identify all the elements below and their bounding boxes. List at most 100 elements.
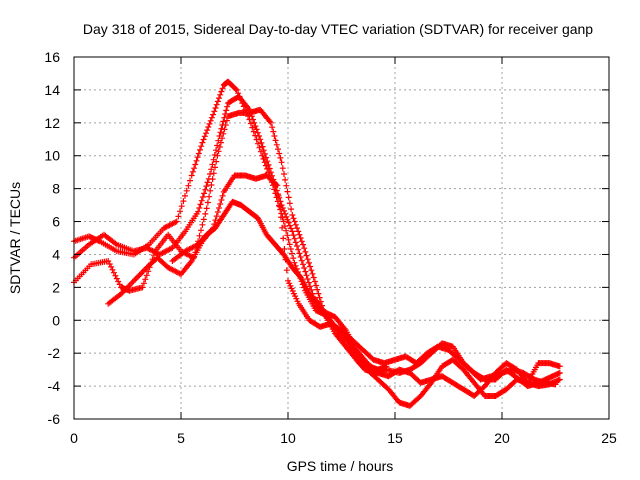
x-tick-label: 5 (177, 430, 185, 446)
data-point-marker (282, 210, 289, 217)
y-tick-label: -4 (48, 378, 61, 394)
y-tick-label: -2 (48, 345, 61, 361)
data-point-marker (281, 246, 288, 252)
data-point-marker (218, 88, 225, 95)
data-point-marker (289, 228, 296, 235)
data-point-marker (253, 126, 260, 133)
data-point-marker (173, 218, 180, 225)
data-point-marker (295, 228, 302, 235)
data-point-marker (281, 207, 287, 214)
data-point-marker (203, 130, 209, 137)
data-point-marker (284, 216, 291, 223)
data-point-marker (256, 144, 263, 151)
data-point-marker (556, 363, 563, 370)
data-point-marker (207, 117, 214, 124)
data-point-marker (197, 201, 204, 208)
data-point-marker (192, 161, 199, 168)
data-point-marker (198, 197, 205, 204)
data-point-marker (219, 85, 226, 92)
plot-frame (73, 56, 610, 420)
data-point-marker (301, 265, 308, 271)
data-point-marker (211, 108, 218, 115)
data-point-marker (284, 188, 291, 195)
data-point-marker (309, 270, 316, 277)
data-point-marker (261, 150, 268, 157)
data-point-marker (260, 147, 267, 154)
data-point-marker (276, 150, 283, 157)
data-point-marker (254, 129, 261, 136)
data-point-marker (316, 294, 323, 301)
data-point-marker (143, 272, 150, 279)
data-point-marker (303, 252, 310, 259)
data-point-marker (280, 218, 287, 225)
data-point-marker (294, 243, 300, 249)
data-point-marker (180, 198, 187, 205)
y-axis-label: SDTVAR / TECUs (7, 182, 23, 294)
data-point-marker (202, 186, 209, 193)
data-point-marker (288, 225, 295, 232)
data-point-marker (251, 119, 258, 126)
data-point-marker (204, 179, 211, 186)
data-point-marker (199, 194, 206, 200)
data-point-marker (274, 182, 281, 189)
data-point-marker (216, 205, 222, 211)
data-point-marker (208, 114, 215, 121)
data-point-marker (233, 86, 240, 93)
data-point-marker (213, 213, 220, 220)
data-point-marker (283, 267, 290, 274)
y-tick-label: 4 (52, 246, 60, 262)
data-point-marker (217, 91, 224, 98)
data-point-marker (197, 146, 203, 153)
data-point-marker (313, 282, 320, 289)
data-point-marker (265, 161, 272, 168)
data-point-marker (286, 200, 293, 207)
data-point-marker (220, 130, 227, 137)
series-track-4 (105, 172, 559, 388)
data-point-marker (201, 133, 208, 140)
data-point-marker (300, 261, 306, 268)
data-point-marker (298, 238, 305, 245)
x-tick-label: 10 (280, 430, 296, 446)
data-point-marker (556, 369, 563, 376)
data-point-marker (291, 218, 298, 225)
axis-ticks: 0 5 10 15 20 25 -6 -4 -2 0 2 4 6 8 10 12 14 16 (44, 49, 617, 446)
data-point-marker (218, 125, 225, 132)
data-point-marker (279, 224, 286, 231)
data-point-marker (283, 227, 290, 234)
data-point-marker (209, 176, 216, 183)
data-point-marker (189, 168, 196, 175)
data-point-marker (198, 143, 205, 150)
series-track-3 (71, 106, 563, 409)
data-point-marker (214, 209, 221, 215)
y-tick-label: 14 (44, 82, 60, 98)
data-point-marker (222, 122, 229, 128)
data-point-marker (291, 235, 298, 242)
y-tick-label: -6 (48, 411, 61, 427)
data-point-marker (139, 284, 146, 291)
data-point-marker (276, 203, 283, 210)
data-point-marker (199, 221, 206, 228)
data-point-marker (182, 192, 188, 199)
data-point-marker (201, 190, 208, 197)
data-point-marker (199, 139, 206, 146)
data-point-marker (259, 143, 266, 150)
data-point-marker (286, 222, 293, 229)
data-point-marker (191, 165, 198, 172)
data-point-marker (277, 214, 284, 221)
data-point-marker (282, 176, 289, 183)
data-point-marker (278, 159, 285, 166)
data-point-marker (185, 182, 192, 189)
y-tick-label: 12 (44, 115, 60, 131)
data-point-marker (207, 187, 214, 194)
data-point-marker (150, 252, 157, 259)
data-point-marker (290, 255, 297, 262)
data-point-marker (280, 235, 287, 242)
data-point-marker (212, 217, 219, 224)
data-point-marker (210, 170, 217, 177)
data-point-marker (183, 187, 190, 194)
data-point-marker (264, 158, 271, 165)
data-point-marker (272, 137, 279, 144)
data-point-marker (292, 221, 299, 228)
data-point-marker (302, 268, 309, 275)
